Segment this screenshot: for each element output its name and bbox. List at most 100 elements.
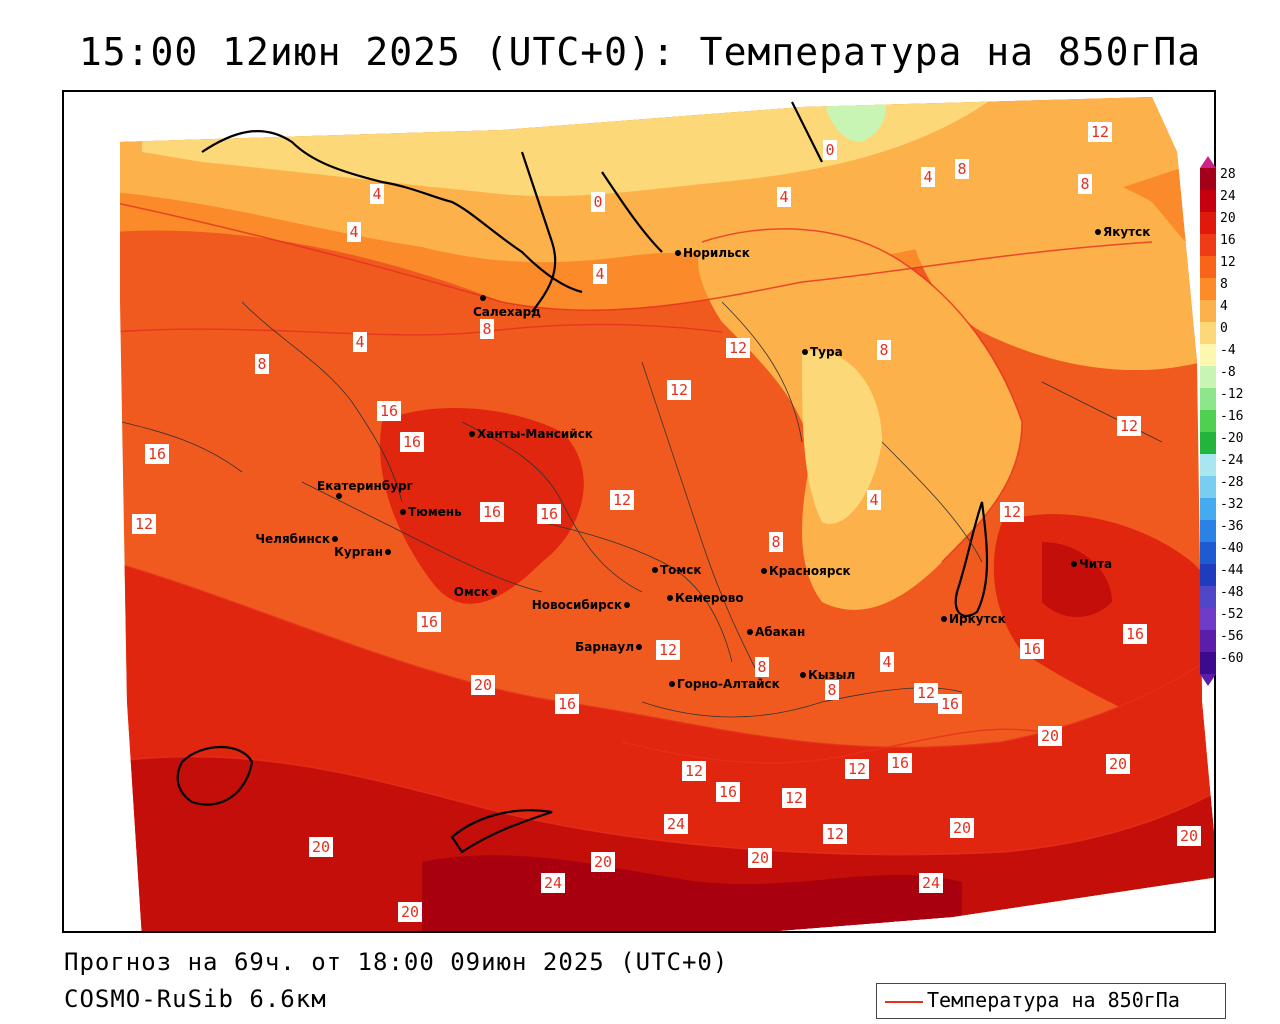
isotherm-label-box (955, 159, 969, 179)
city-dot (800, 672, 806, 678)
isotherm-label: 8 (757, 658, 766, 676)
isotherm-label: 12 (670, 381, 688, 399)
isotherm-label-box (417, 612, 441, 632)
colorbar-tick-label: 4 (1220, 299, 1228, 314)
colorbar-swatch (1200, 344, 1216, 367)
isotherm-label-box (823, 824, 847, 844)
city-label: Омск (454, 585, 489, 599)
isotherm-label: 12 (826, 825, 844, 843)
city-dot (675, 250, 681, 256)
isotherm-label: 24 (922, 874, 940, 892)
isotherm-label: 16 (558, 695, 576, 713)
isotherm-label-box (480, 319, 494, 339)
isotherm-label-box (888, 753, 912, 773)
isotherm-label: 4 (372, 185, 381, 203)
colorbar-tick-label: 16 (1220, 233, 1236, 248)
isotherm-label-box (541, 873, 565, 893)
isotherm-label-box (1123, 624, 1147, 644)
city-dot (667, 595, 673, 601)
colorbar-swatch (1200, 322, 1216, 345)
city-dot (747, 629, 753, 635)
isotherm-label: 20 (1180, 827, 1198, 845)
colorbar-swatch (1200, 564, 1216, 587)
city-label: Чита (1079, 557, 1112, 571)
isotherm-label: 20 (312, 838, 330, 856)
city-markers: Норильск Якутск Салехард Тура Ханты-Мансийск… (255, 225, 1150, 691)
isotherm-label: 16 (1023, 640, 1041, 658)
isotherm-label-box (400, 432, 424, 452)
isotherm-label: 4 (923, 168, 932, 186)
city-label: Норильск (683, 246, 750, 260)
colorbar-swatch (1200, 630, 1216, 653)
city-dot (469, 431, 475, 437)
isotherm-label-box (471, 675, 495, 695)
colorbar-tick-label: -12 (1220, 387, 1244, 402)
isotherm-label-box (667, 380, 691, 400)
colorbar-swatch (1200, 410, 1216, 433)
city-dot (802, 349, 808, 355)
city-dot (941, 616, 947, 622)
colorbar-swatch (1200, 586, 1216, 609)
colorbar-bottom-arrow (1200, 674, 1216, 686)
colorbar-swatch (1200, 542, 1216, 565)
colorbar-tick-label: -44 (1220, 563, 1244, 578)
map-canvas: 12 8 0 4 8 4 4 4 0 4 8 4 8 12 12 16 16 16 12 8 8 12 8 4 12 12 16 16… (64, 92, 1214, 931)
isotherm-label-box (748, 848, 772, 868)
coastlines (176, 101, 989, 854)
isotherm-label-box (914, 683, 938, 703)
colorbar-swatch (1200, 432, 1216, 455)
forecast-info: Прогноз на 69ч. от 18:00 09июн 2025 (UTC… (64, 948, 729, 976)
isotherm-label: 12 (785, 789, 803, 807)
isotherm-label: 4 (595, 265, 604, 283)
city-label: Горно-Алтайск (677, 677, 780, 691)
city-label: Кемерово (675, 591, 744, 605)
colorbar-swatch (1200, 300, 1216, 323)
colorbar-tick-label: -48 (1220, 585, 1244, 600)
colorbar-tick-label: -8 (1220, 365, 1236, 380)
colorbar-tick-label: 20 (1220, 211, 1236, 226)
isotherm-label: 12 (1003, 503, 1021, 521)
isotherm-label: 12 (685, 762, 703, 780)
isotherm-label: 24 (544, 874, 562, 892)
legend: Температура на 850гПа (876, 983, 1226, 1019)
isotherm-label-box (823, 140, 837, 160)
isotherm-label-box (309, 837, 333, 857)
isotherm-label: 8 (957, 160, 966, 178)
isotherm-label-box (145, 444, 169, 464)
isotherm-label-box (726, 338, 750, 358)
colorbar-tick-label: -56 (1220, 629, 1244, 644)
isotherm-label-box (656, 640, 680, 660)
colorbar-swatch (1200, 212, 1216, 235)
isotherm-label: 12 (1091, 123, 1109, 141)
city-dot (385, 549, 391, 555)
isotherm-label-box (255, 354, 269, 374)
city-label: Тюмень (408, 505, 462, 519)
legend-label: Температура на 850гПа (927, 988, 1180, 1012)
isotherm-label-box (777, 187, 791, 207)
city-label: Челябинск (255, 532, 330, 546)
city-label: Курган (334, 545, 383, 559)
city-label: Якутск (1103, 225, 1150, 239)
colorbar-swatch (1200, 234, 1216, 257)
colorbar-top-arrow (1200, 156, 1216, 168)
isotherm-label: 12 (613, 491, 631, 509)
isotherm-label: 16 (483, 503, 501, 521)
isotherm-label-box (1177, 826, 1201, 846)
colorbar-tick-label: -4 (1220, 343, 1236, 358)
isotherm-label-box (370, 184, 384, 204)
isotherm-label: 16 (380, 402, 398, 420)
colorbar-swatch (1200, 366, 1216, 389)
isotherm-label-box (664, 814, 688, 834)
isotherm-label-box (845, 759, 869, 779)
isotherm-label-box (769, 532, 783, 552)
isotherm-label-box (938, 694, 962, 714)
isotherm-label: 16 (148, 445, 166, 463)
isotherm-label-box (867, 490, 881, 510)
temperature-map: 12 8 0 4 8 4 4 4 0 4 8 4 8 12 12 16 16 16 12 8 8 12 8 4 12 12 16 16… (62, 90, 1216, 933)
colorbar-swatch (1200, 520, 1216, 543)
isotherm-label-box (537, 504, 561, 524)
colorbar-swatch (1200, 256, 1216, 279)
isotherm-label-box (755, 657, 769, 677)
city-dot (491, 589, 497, 595)
city-dot (1095, 229, 1101, 235)
